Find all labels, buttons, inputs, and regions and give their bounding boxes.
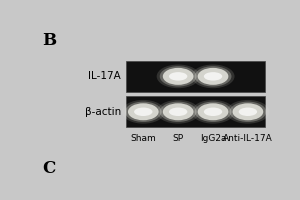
Bar: [126, 96, 266, 127]
Ellipse shape: [157, 100, 200, 124]
Ellipse shape: [157, 65, 200, 88]
Ellipse shape: [198, 103, 228, 120]
Ellipse shape: [169, 72, 188, 81]
Ellipse shape: [160, 102, 197, 122]
Text: IgG2a: IgG2a: [200, 134, 226, 143]
Ellipse shape: [122, 100, 165, 124]
Text: C: C: [42, 160, 56, 177]
Ellipse shape: [160, 66, 197, 87]
Bar: [126, 61, 266, 92]
Ellipse shape: [204, 108, 222, 116]
Text: Anti-IL-17A: Anti-IL-17A: [223, 134, 273, 143]
Ellipse shape: [195, 66, 232, 87]
Ellipse shape: [163, 103, 194, 120]
Text: IL-17A: IL-17A: [88, 71, 121, 81]
Ellipse shape: [226, 100, 269, 124]
Ellipse shape: [125, 102, 162, 122]
Text: B: B: [42, 32, 56, 49]
Ellipse shape: [198, 68, 228, 85]
Text: Sham: Sham: [130, 134, 156, 143]
Ellipse shape: [134, 108, 152, 116]
Ellipse shape: [192, 100, 235, 124]
Ellipse shape: [128, 103, 159, 120]
Ellipse shape: [195, 102, 232, 122]
Ellipse shape: [230, 102, 266, 122]
Ellipse shape: [169, 108, 188, 116]
Ellipse shape: [239, 108, 257, 116]
Text: SP: SP: [172, 134, 184, 143]
Ellipse shape: [204, 72, 222, 81]
Text: β-actin: β-actin: [85, 107, 121, 117]
Ellipse shape: [232, 103, 263, 120]
Ellipse shape: [163, 68, 194, 85]
Ellipse shape: [192, 65, 235, 88]
